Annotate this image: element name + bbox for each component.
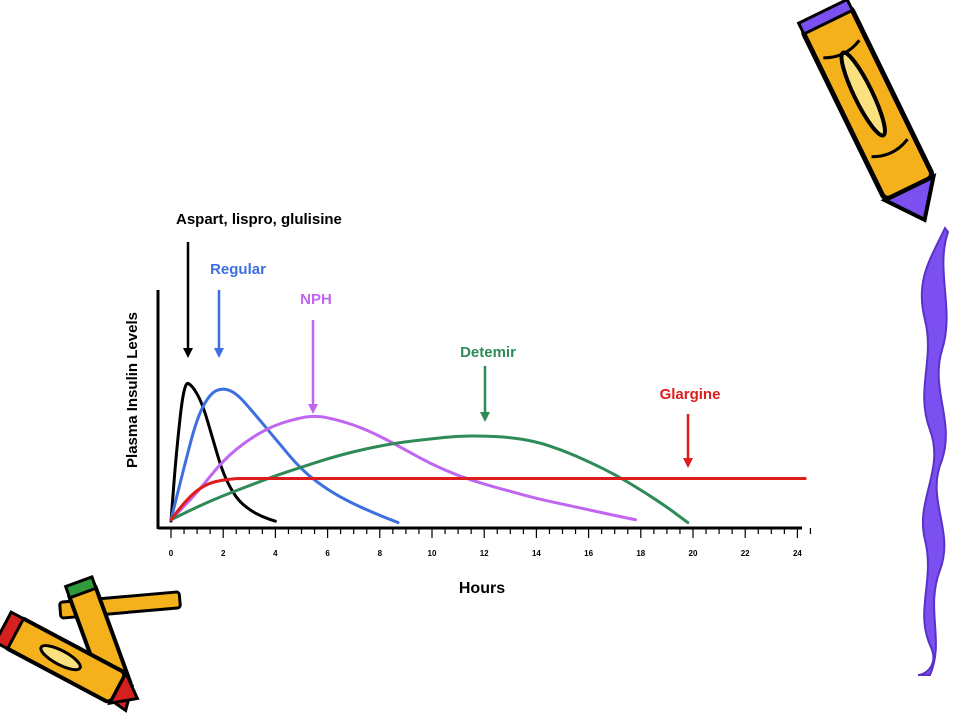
annotation-label-aspart-lispro-glulisine: Aspart, lispro, glulisine bbox=[176, 211, 342, 228]
annotation-arrow-head bbox=[480, 412, 490, 422]
annotation-label-nph: NPH bbox=[300, 291, 332, 308]
series-line-detemir bbox=[169, 434, 690, 525]
x-tick-label: 2 bbox=[221, 549, 226, 558]
x-tick-label: 18 bbox=[636, 549, 645, 558]
annotation-label-detemir: Detemir bbox=[460, 344, 516, 361]
x-tick-label: 8 bbox=[378, 549, 383, 558]
x-tick-label: 14 bbox=[532, 549, 541, 558]
x-axis-label: Hours bbox=[459, 580, 505, 597]
annotation-arrow-head bbox=[183, 348, 193, 358]
y-axis-label: Plasma Insulin Levels bbox=[124, 312, 141, 468]
x-tick-label: 10 bbox=[428, 549, 437, 558]
annotation-arrow-head bbox=[308, 404, 318, 414]
x-tick-label: 0 bbox=[169, 549, 174, 558]
x-tick-label: 6 bbox=[325, 549, 330, 558]
wavy-border-right-icon bbox=[917, 226, 950, 676]
annotation-label-regular: Regular bbox=[210, 261, 266, 278]
x-tick-labels: 0 2 4 6 8 10 12 14 16 18 20 22 24 bbox=[169, 549, 803, 558]
series-layer bbox=[169, 381, 807, 525]
x-tick-label: 24 bbox=[793, 549, 802, 558]
x-tick-label: 12 bbox=[480, 549, 489, 558]
pencils-bottom-left-icon bbox=[0, 575, 182, 713]
annotation-layer: Aspart, lispro, glulisine Regular NPH Detem… bbox=[176, 211, 720, 468]
series-line-aspart-lispro-glulisine bbox=[169, 381, 277, 523]
series-line-glargine bbox=[169, 477, 807, 522]
series-line-nph bbox=[169, 414, 638, 522]
annotation-label-glargine: Glargine bbox=[660, 386, 721, 403]
x-minor-ticks bbox=[170, 528, 812, 538]
pencil-top-right-icon bbox=[796, 0, 937, 223]
annotation-arrow-head bbox=[214, 348, 224, 358]
x-tick-label: 22 bbox=[741, 549, 750, 558]
x-tick-label: 4 bbox=[273, 549, 278, 558]
chart-axes: 0 2 4 6 8 10 12 14 16 18 20 22 24 bbox=[156, 290, 812, 558]
annotation-arrow-head bbox=[683, 458, 693, 468]
x-tick-label: 16 bbox=[584, 549, 593, 558]
series-line-regular bbox=[169, 387, 400, 525]
x-tick-label: 20 bbox=[689, 549, 698, 558]
